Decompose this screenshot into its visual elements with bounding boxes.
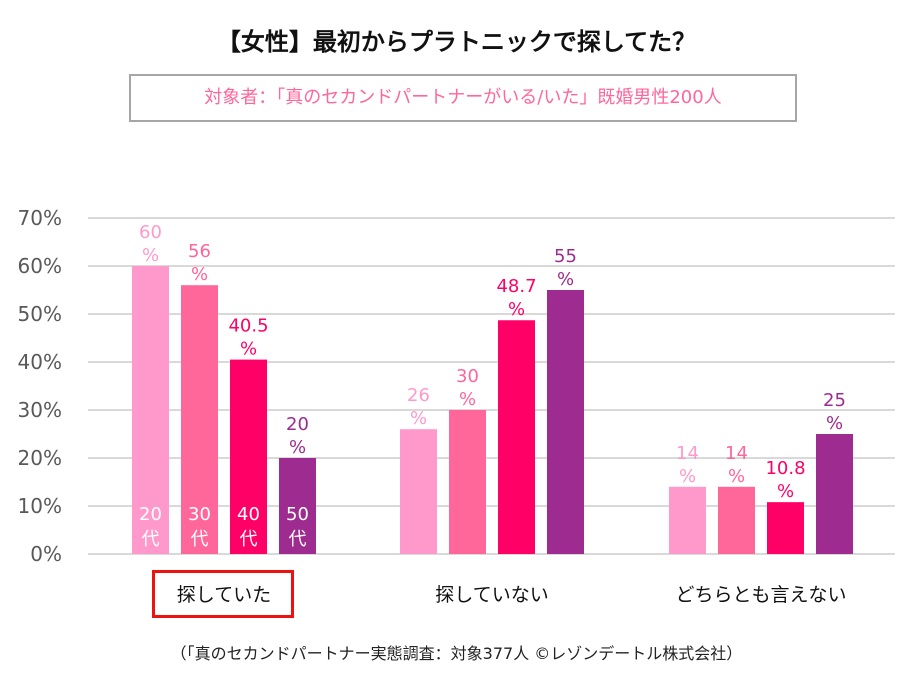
series-label-suffix: 代 <box>289 529 307 550</box>
data-label: 14 <box>725 443 748 464</box>
series-label: 40 <box>237 504 260 525</box>
bar <box>498 320 535 554</box>
data-label: 20 <box>286 414 309 435</box>
x-category-label: 探していた <box>176 584 272 606</box>
data-label-percent: % <box>289 437 306 458</box>
y-tick-label: 10% <box>18 494 62 518</box>
data-label-percent: % <box>410 408 427 429</box>
data-label-percent: % <box>557 269 574 290</box>
data-label-percent: % <box>679 466 696 487</box>
data-label: 25 <box>823 390 846 411</box>
data-label-percent: % <box>240 339 257 360</box>
highlight-box <box>152 570 294 618</box>
series-label: 30 <box>188 504 211 525</box>
bar <box>718 486 755 554</box>
footnote: （「真のセカンドパートナー実態調査：対象377人 ©レゾンデートル株式会社） <box>170 644 743 663</box>
y-tick-label: 20% <box>18 446 62 470</box>
data-label-percent: % <box>459 389 476 410</box>
bar <box>132 266 169 554</box>
bar <box>816 434 853 554</box>
data-label-percent: % <box>826 413 843 434</box>
data-label: 40.5 <box>228 316 268 337</box>
y-tick-label: 50% <box>18 302 62 326</box>
data-label-percent: % <box>191 264 208 285</box>
series-label: 50 <box>286 504 309 525</box>
series-label-suffix: 代 <box>240 529 258 550</box>
data-label-percent: % <box>728 466 745 487</box>
series-label-suffix: 代 <box>142 529 160 550</box>
y-tick-label: 70% <box>18 206 62 230</box>
data-label: 55 <box>554 246 577 267</box>
bar <box>279 458 316 554</box>
data-label: 56 <box>188 241 211 262</box>
data-label-percent: % <box>508 299 525 320</box>
y-tick-label: 30% <box>18 398 62 422</box>
data-label-percent: % <box>777 481 794 502</box>
data-label: 14 <box>676 443 699 464</box>
data-label: 60 <box>139 222 162 243</box>
x-category-label: どちらとも言えない <box>675 584 847 606</box>
bar <box>449 410 486 554</box>
bar <box>181 285 218 554</box>
data-label: 30 <box>456 366 479 387</box>
chart-subtitle: 対象者：「真のセカンドパートナーがいる/いた」既婚男性200人 <box>129 74 797 122</box>
bar <box>767 502 804 554</box>
x-category-label: 探していない <box>435 584 549 606</box>
bar <box>400 429 437 554</box>
y-tick-label: 0% <box>30 542 62 566</box>
chart-title: 【女性】最初からプラトニックで探してた？ <box>216 28 697 56</box>
y-tick-label: 40% <box>18 350 62 374</box>
data-label-percent: % <box>142 245 159 266</box>
series-label: 20 <box>139 504 162 525</box>
series-label-suffix: 代 <box>191 529 209 550</box>
bar <box>230 359 267 554</box>
data-label: 26 <box>407 385 430 406</box>
data-label: 10.8 <box>765 458 805 479</box>
bar <box>669 486 706 554</box>
bar <box>547 290 584 554</box>
y-tick-label: 60% <box>18 254 62 278</box>
data-label: 48.7 <box>496 276 536 297</box>
